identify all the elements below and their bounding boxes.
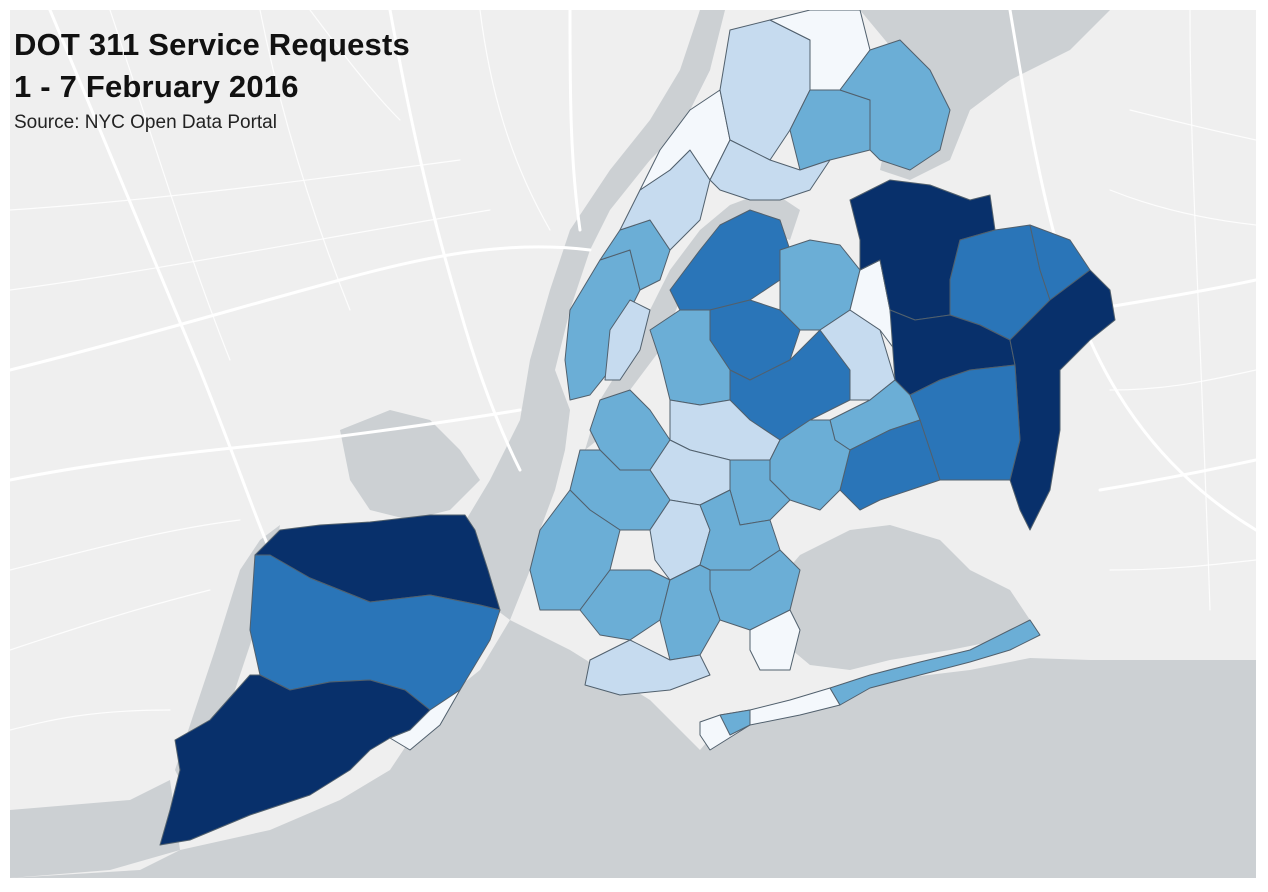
region-staten-south [159, 674, 431, 846]
region-bk-coney-island [584, 639, 711, 696]
jamaica-bay [770, 525, 1030, 670]
region-manhattan-midtown [604, 299, 651, 381]
region-rockaway-small [719, 709, 751, 736]
region-bk-greenpoint [649, 309, 731, 406]
map-frame: DOT 311 Service Requests 1 - 7 February … [10, 10, 1256, 878]
title-block: DOT 311 Service Requests 1 - 7 February … [14, 24, 410, 134]
districts-layer [159, 10, 1116, 846]
region-bronx-south [709, 139, 831, 201]
road-network [10, 10, 1256, 731]
region-bronx-east [839, 39, 951, 171]
map-subtitle: 1 - 7 February 2016 [14, 69, 299, 104]
region-queens-far-east [1009, 269, 1116, 531]
region-staten-small [389, 689, 461, 751]
newark-bay [340, 410, 480, 520]
region-rockaway-east [829, 619, 1041, 706]
raritan-bay [10, 780, 180, 878]
map-source: Source: NYC Open Data Portal [14, 112, 277, 133]
region-bk-marine-park [749, 609, 801, 671]
ocean [10, 620, 1256, 878]
region-queens-south-jamaica [839, 419, 941, 511]
water-layer [10, 10, 1256, 878]
map-title: DOT 311 Service Requests [14, 27, 410, 62]
hudson-river [620, 10, 725, 180]
choropleth-map [10, 10, 1256, 878]
